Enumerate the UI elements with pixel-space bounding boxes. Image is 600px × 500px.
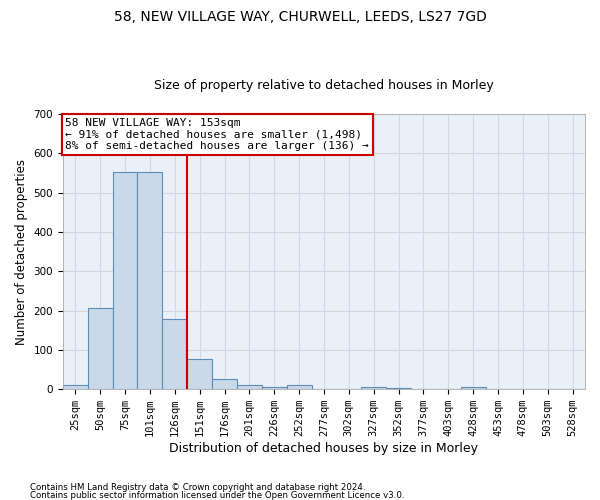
- Bar: [461, 388, 485, 389]
- Bar: [237, 386, 262, 389]
- Bar: [361, 388, 386, 389]
- Text: 58, NEW VILLAGE WAY, CHURWELL, LEEDS, LS27 7GD: 58, NEW VILLAGE WAY, CHURWELL, LEEDS, LS…: [113, 10, 487, 24]
- Y-axis label: Number of detached properties: Number of detached properties: [15, 158, 28, 344]
- Bar: [63, 386, 88, 389]
- Text: 58 NEW VILLAGE WAY: 153sqm
← 91% of detached houses are smaller (1,498)
8% of se: 58 NEW VILLAGE WAY: 153sqm ← 91% of deta…: [65, 118, 369, 151]
- Bar: [88, 308, 113, 389]
- Bar: [287, 386, 311, 389]
- X-axis label: Distribution of detached houses by size in Morley: Distribution of detached houses by size …: [169, 442, 478, 455]
- Bar: [212, 378, 237, 389]
- Bar: [163, 319, 187, 389]
- Text: Contains public sector information licensed under the Open Government Licence v3: Contains public sector information licen…: [30, 490, 404, 500]
- Bar: [187, 358, 212, 389]
- Text: Contains HM Land Registry data © Crown copyright and database right 2024.: Contains HM Land Registry data © Crown c…: [30, 484, 365, 492]
- Bar: [113, 172, 137, 389]
- Title: Size of property relative to detached houses in Morley: Size of property relative to detached ho…: [154, 79, 494, 92]
- Bar: [137, 172, 163, 389]
- Bar: [262, 387, 287, 389]
- Bar: [386, 388, 411, 389]
